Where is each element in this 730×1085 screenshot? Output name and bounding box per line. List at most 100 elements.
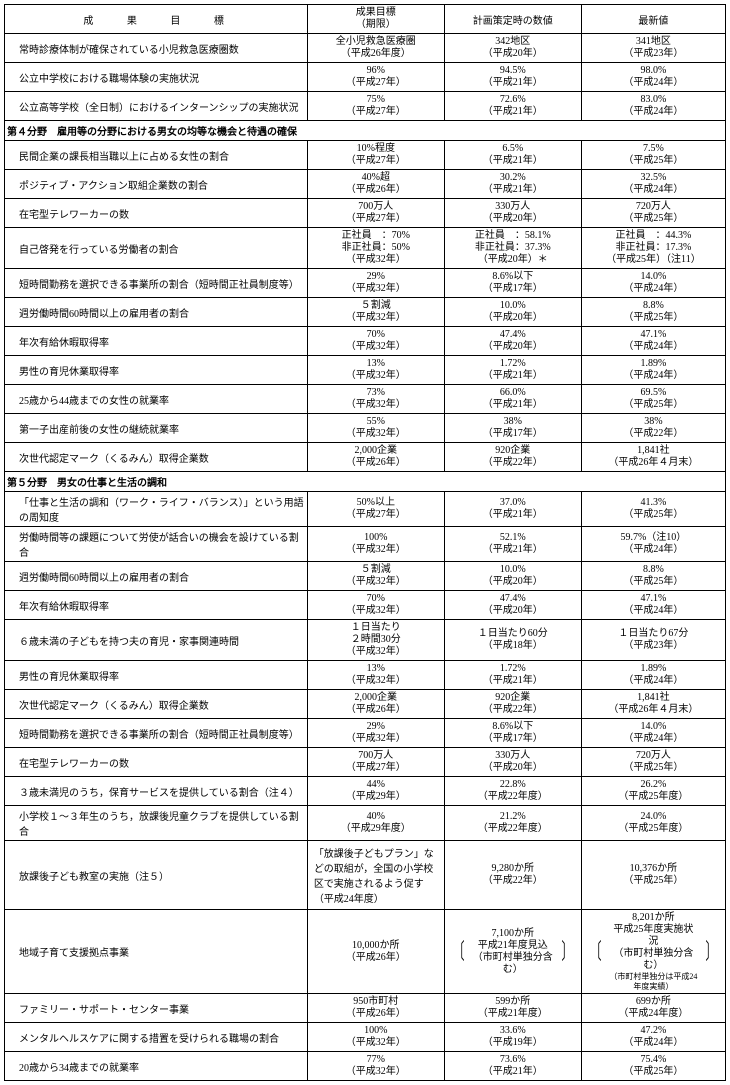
cell: 8.8%（平成25年）	[581, 298, 725, 327]
cell: 10,000か所（平成26年）	[307, 910, 444, 994]
cell: 正社員 ：70%非正社員：50%（平成32年）	[307, 228, 444, 269]
table-row: 短時間勤務を選択できる事業所の割合（短時間正社員制度等）29%（平成32年）8.…	[5, 269, 726, 298]
cell: 1.72%（平成21年）	[444, 661, 581, 690]
cell: １日当たり60分（平成18年）	[444, 620, 581, 661]
cell: 6.5%（平成21年）	[444, 141, 581, 170]
row-label: 自己啓発を行っている労働者の割合	[5, 228, 308, 269]
row-label: 小学校１～３年生のうち，放課後児童クラブを提供している割合	[5, 806, 308, 841]
cell: 21.2%（平成22年度）	[444, 806, 581, 841]
table-row: 週労働時間60時間以上の雇用者の割合５割減（平成32年）10.0%（平成20年）…	[5, 562, 726, 591]
cell: 699か所（平成24年度）	[581, 994, 725, 1023]
cell: 330万人（平成20年）	[444, 748, 581, 777]
table-row: 男性の育児休業取得率13%（平成32年）1.72%（平成21年）1.89%（平成…	[5, 661, 726, 690]
table-row: 小学校１～３年生のうち，放課後児童クラブを提供している割合40%（平成29年度）…	[5, 806, 726, 841]
cell: 98.0%（平成24年）	[581, 63, 725, 92]
cell: 41.3%（平成25年）	[581, 492, 725, 527]
table-row: ファミリー・サポート・センター事業950市町村（平成26年）599か所（平成21…	[5, 994, 726, 1023]
cell: 10.0%（平成20年）	[444, 298, 581, 327]
table-row: 労働時間等の課題について労使が話合いの機会を設けている割合100%（平成32年）…	[5, 527, 726, 562]
cell: 〔7,100か所平成21年度見込（市町村単独分含む）〕	[444, 910, 581, 994]
cell: 40%超（平成26年）	[307, 170, 444, 199]
row-label: ３歳未満児のうち，保育サービスを提供している割合（注４）	[5, 777, 308, 806]
cell: 2,000企業（平成26年）	[307, 443, 444, 472]
cell: 73.6%（平成21年）	[444, 1052, 581, 1081]
cell: 1.89%（平成24年）	[581, 661, 725, 690]
table-row: 在宅型テレワーカーの数700万人（平成27年）330万人（平成20年）720万人…	[5, 199, 726, 228]
cell: 40%（平成29年度）	[307, 806, 444, 841]
cell: 10.0%（平成20年）	[444, 562, 581, 591]
row-label: 在宅型テレワーカーの数	[5, 748, 308, 777]
row-label: 公立高等学校（全日制）におけるインターンシップの実施状況	[5, 92, 308, 121]
header-latest: 最新値	[581, 5, 725, 34]
cell: 正社員 ：44.3%非正社員：17.3%（平成25年）（注11）	[581, 228, 725, 269]
cell: 7.5%（平成25年）	[581, 141, 725, 170]
row-label: 男性の育児休業取得率	[5, 661, 308, 690]
cell: 47.4%（平成20年）	[444, 591, 581, 620]
table-row: 年次有給休暇取得率70%（平成32年）47.4%（平成20年）47.1%（平成2…	[5, 591, 726, 620]
cell: ５割減（平成32年）	[307, 298, 444, 327]
cell: 83.0%（平成24年）	[581, 92, 725, 121]
row-label: 20歳から34歳までの就業率	[5, 1052, 308, 1081]
cell: 「放課後子どもプラン」などの取組が，全国の小学校区で実施されるよう促す（平成24…	[307, 841, 444, 910]
cell: 47.2%（平成24年）	[581, 1023, 725, 1052]
cell: 94.5%（平成21年）	[444, 63, 581, 92]
table-row: メンタルヘルスケアに関する措置を受けられる職場の割合100%（平成32年）33.…	[5, 1023, 726, 1052]
cell: 8.6%以下（平成17年）	[444, 719, 581, 748]
cell: 50%以上（平成27年）	[307, 492, 444, 527]
cell: 9,280か所（平成22年）	[444, 841, 581, 910]
row-label: 短時間勤務を選択できる事業所の割合（短時間正社員制度等）	[5, 719, 308, 748]
table-row: 次世代認定マーク（くるみん）取得企業数2,000企業（平成26年）920企業（平…	[5, 690, 726, 719]
cell: 44%（平成29年）	[307, 777, 444, 806]
outcome-table: 成 果 目 標 成果目標 （期限） 計画策定時の数値 最新値 常時診療体制が確保…	[4, 4, 726, 1081]
cell: 70%（平成32年）	[307, 591, 444, 620]
table-row: 在宅型テレワーカーの数700万人（平成27年）330万人（平成20年）720万人…	[5, 748, 726, 777]
cell: 920企業（平成22年）	[444, 690, 581, 719]
cell: 77%（平成32年）	[307, 1052, 444, 1081]
cell: 100%（平成32年）	[307, 1023, 444, 1052]
table-row: 地域子育て支援拠点事業10,000か所（平成26年）〔7,100か所平成21年度…	[5, 910, 726, 994]
cell: 720万人（平成25年）	[581, 199, 725, 228]
table-row: 年次有給休暇取得率70%（平成32年）47.4%（平成20年）47.1%（平成2…	[5, 327, 726, 356]
row-label: 週労働時間60時間以上の雇用者の割合	[5, 562, 308, 591]
cell: 96%（平成27年）	[307, 63, 444, 92]
cell: 正社員 ：58.1%非正社員：37.3%（平成20年）＊	[444, 228, 581, 269]
cell: 100%（平成32年）	[307, 527, 444, 562]
table-row: 第一子出産前後の女性の継続就業率55%（平成32年）38%（平成17年）38%（…	[5, 414, 726, 443]
row-label: 短時間勤務を選択できる事業所の割合（短時間正社員制度等）	[5, 269, 308, 298]
cell: 55%（平成32年）	[307, 414, 444, 443]
table-row: 放課後子ども教室の実施（注５）「放課後子どもプラン」などの取組が，全国の小学校区…	[5, 841, 726, 910]
row-label: 25歳から44歳までの女性の就業率	[5, 385, 308, 414]
cell: 2,000企業（平成26年）	[307, 690, 444, 719]
row-label: 放課後子ども教室の実施（注５）	[5, 841, 308, 910]
cell: 37.0%（平成21年）	[444, 492, 581, 527]
cell: 47.1%（平成24年）	[581, 591, 725, 620]
cell: 920企業（平成22年）	[444, 443, 581, 472]
table-row: ３歳未満児のうち，保育サービスを提供している割合（注４）44%（平成29年）22…	[5, 777, 726, 806]
cell: 29%（平成32年）	[307, 719, 444, 748]
cell: 24.0%（平成25年度）	[581, 806, 725, 841]
cell: 1,841社（平成26年４月末）	[581, 690, 725, 719]
table-row: 民間企業の課長相当職以上に占める女性の割合10%程度（平成27年）6.5%（平成…	[5, 141, 726, 170]
cell: 59.7%（注10）（平成24年）	[581, 527, 725, 562]
row-label: ６歳未満の子どもを持つ夫の育児・家事関連時間	[5, 620, 308, 661]
row-label: ポジティブ・アクション取組企業数の割合	[5, 170, 308, 199]
row-label: 年次有給休暇取得率	[5, 591, 308, 620]
row-label: 地域子育て支援拠点事業	[5, 910, 308, 994]
cell: 950市町村（平成26年）	[307, 994, 444, 1023]
row-label: 第一子出産前後の女性の継続就業率	[5, 414, 308, 443]
cell: 13%（平成32年）	[307, 661, 444, 690]
header-plan: 計画策定時の数値	[444, 5, 581, 34]
cell: 73%（平成32年）	[307, 385, 444, 414]
row-label: 次世代認定マーク（くるみん）取得企業数	[5, 690, 308, 719]
cell: 33.6%（平成19年）	[444, 1023, 581, 1052]
table-row: 男性の育児休業取得率13%（平成32年）1.72%（平成21年）1.89%（平成…	[5, 356, 726, 385]
cell: 342地区（平成20年）	[444, 34, 581, 63]
cell: ５割減（平成32年）	[307, 562, 444, 591]
row-label: メンタルヘルスケアに関する措置を受けられる職場の割合	[5, 1023, 308, 1052]
cell: 10%程度（平成27年）	[307, 141, 444, 170]
cell: １日当たり67分（平成23年）	[581, 620, 725, 661]
cell: 330万人（平成20年）	[444, 199, 581, 228]
cell: １日当たり２時間30分（平成32年）	[307, 620, 444, 661]
row-label: 労働時間等の課題について労使が話合いの機会を設けている割合	[5, 527, 308, 562]
cell: 720万人（平成25年）	[581, 748, 725, 777]
